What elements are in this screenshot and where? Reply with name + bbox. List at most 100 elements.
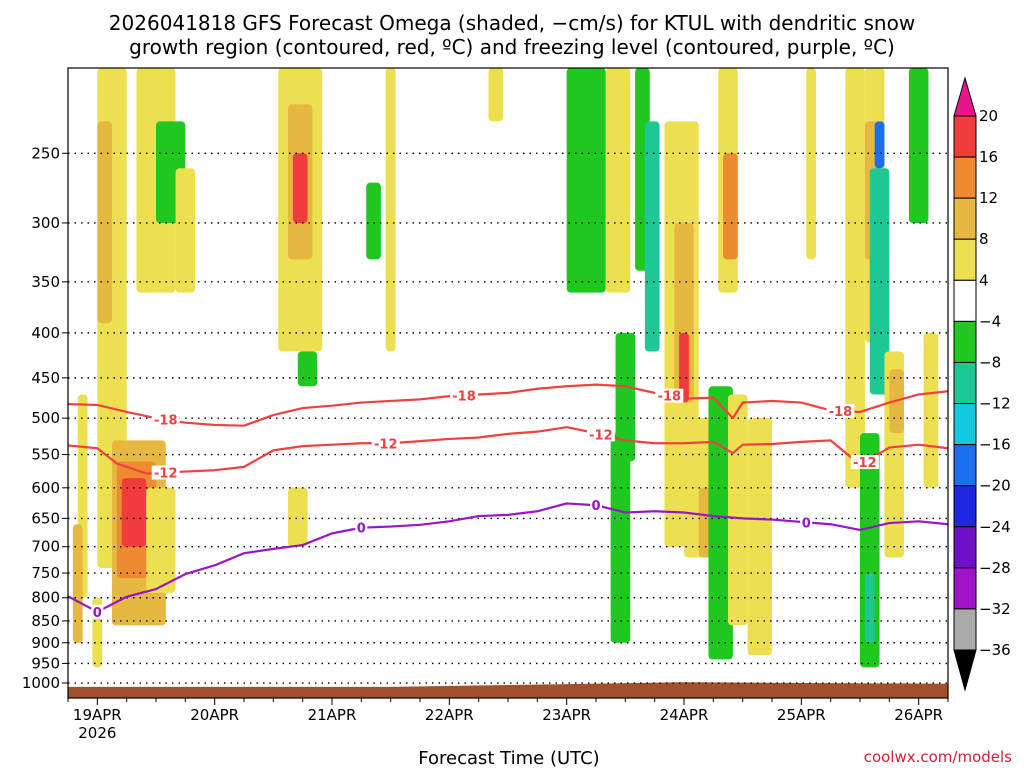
colorbar-label: −8 [979, 353, 1001, 371]
credit-text[interactable]: coolwx.com/models [864, 748, 1012, 766]
omega-cell [146, 487, 176, 593]
colorbar-top-arrow [953, 76, 977, 117]
contour-label: -12 [853, 456, 877, 471]
omega-cell [728, 394, 748, 626]
colorbar-segment [953, 197, 977, 240]
contour-label-bg [850, 455, 879, 470]
contour-label: -18 [658, 390, 682, 405]
contour-label: 0 [357, 522, 366, 537]
colorbar-segment [953, 156, 977, 199]
colorbar-label: 4 [979, 271, 989, 289]
y-tick-label: 250 [31, 144, 60, 162]
chart-title-line-1: 2026041818 GFS Forecast Omega (shaded, −… [109, 11, 915, 35]
omega-cell [869, 168, 890, 395]
x-axis-label: Forecast Time (UTC) [418, 748, 599, 768]
omega-cell [605, 68, 631, 293]
contour-label: 0 [802, 516, 811, 531]
omega-cell [679, 332, 689, 403]
x-tick-label: 24APR [660, 706, 709, 724]
x-tick-label: 21APR [308, 706, 357, 724]
contour-label-bg [91, 604, 104, 619]
y-tick-label: 550 [31, 446, 60, 464]
contour-label-bg [800, 515, 813, 530]
y-tick-label: 700 [31, 538, 60, 556]
terrain-surface [68, 682, 948, 698]
omega-cell [292, 153, 308, 223]
colorbar-segment [953, 361, 977, 405]
colorbar-label: −32 [979, 600, 1011, 618]
omega-cell [97, 121, 112, 324]
y-tick-label: 400 [31, 324, 60, 342]
contour-label-bg [826, 403, 855, 418]
colorbar-label: −36 [979, 641, 1011, 659]
contour-label: 0 [591, 499, 600, 514]
omega-cell [747, 418, 772, 656]
colorbar-label: 20 [979, 107, 998, 125]
omega-cell [908, 68, 929, 223]
omega-cell [644, 121, 660, 352]
y-tick-label: 600 [31, 479, 60, 497]
y-tick-label: 500 [31, 409, 60, 427]
colorbar-segment [953, 320, 977, 363]
colorbar-label: 12 [979, 189, 998, 207]
contour-line [67, 383, 949, 427]
omega-cell [297, 351, 318, 387]
contour-label: -18 [154, 414, 178, 429]
y-tick-label: 450 [31, 369, 60, 387]
contour-label-bg [371, 436, 400, 451]
y-axis-ticks: 250 300 350 400 450 500 550 600 650 700 750 800 850 9… [22, 144, 68, 692]
contour-label-bg [355, 520, 368, 535]
omega-cell [723, 153, 738, 260]
colorbar-label: −16 [979, 436, 1011, 454]
colorbar-segment [953, 403, 977, 446]
y-tick-label: 350 [31, 273, 60, 291]
terrain-fill [68, 682, 948, 698]
colorbar-segment [953, 279, 977, 322]
y-tick-label: 1000 [22, 674, 60, 692]
x-tick-label: 19APR [73, 706, 122, 724]
plot-background [68, 68, 948, 698]
colorbar-bottom-arrow [953, 649, 977, 692]
y-tick-label: 300 [31, 214, 60, 232]
plot-area [68, 68, 948, 698]
contour-line [67, 426, 949, 475]
omega-cell [610, 433, 631, 643]
omega-cell [175, 168, 196, 293]
omega-cell [566, 68, 606, 293]
omega-cell [288, 487, 308, 547]
contour-label-bg [655, 388, 684, 403]
x-tick-label: 26APR [894, 706, 943, 724]
contour-label: -18 [452, 389, 476, 404]
colorbar-segment [953, 444, 977, 487]
colorbar-segment [953, 526, 977, 569]
omega-cell [366, 182, 381, 260]
colorbar-label: 16 [979, 148, 998, 166]
omega-cell [845, 68, 865, 488]
colorbar-segment [953, 238, 977, 281]
omega-cell [488, 68, 504, 122]
x-tick-label: 23APR [542, 706, 591, 724]
colorbar-segment [953, 115, 977, 158]
contour-label-bg [590, 498, 602, 513]
contour-label-bg [450, 388, 478, 403]
colorbar: 20 16 12 8 4 −4 −8 −12 −16 −20 −24 −28 −32 −36 [953, 76, 1011, 692]
omega-cell [615, 332, 636, 462]
colorbar-label: −24 [979, 518, 1011, 536]
contour-label: -12 [374, 437, 398, 452]
y-tick-label: 750 [31, 564, 60, 582]
contour-label: 0 [93, 606, 102, 621]
y-tick-label: 900 [31, 634, 60, 652]
omega-cell [864, 573, 875, 643]
omega-cell [874, 121, 885, 169]
y-tick-label: 800 [31, 589, 60, 607]
colorbar-segment [953, 485, 977, 528]
omega-cell [72, 524, 83, 643]
colorbar-label: 8 [979, 230, 989, 248]
x-tick-sublabel: 2026 [78, 724, 116, 742]
colorbar-label: −4 [979, 312, 1001, 330]
colorbar-label: −12 [979, 395, 1011, 413]
colorbar-segment [953, 608, 977, 651]
x-tick-label: 20APR [190, 706, 239, 724]
contour-label: -12 [589, 428, 613, 443]
contour-label-bg [586, 427, 615, 442]
